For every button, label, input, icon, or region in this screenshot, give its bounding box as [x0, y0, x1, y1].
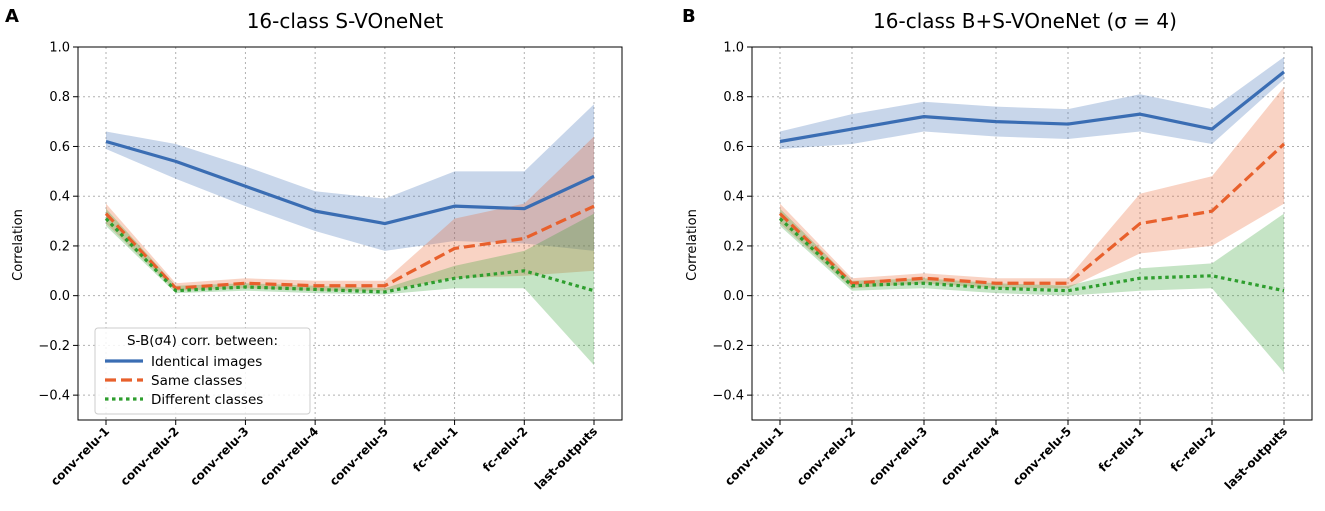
y-tick-label: −0.4 [38, 389, 70, 404]
confidence-band-same-classes [106, 136, 594, 291]
y-tick-label: 0.8 [49, 90, 70, 105]
legend-entry: Different classes [151, 392, 263, 408]
x-tick-label: conv-relu-5 [1010, 424, 1074, 488]
confidence-band-identical-images [780, 56, 1284, 149]
y-tick-label: −0.2 [38, 339, 70, 354]
y-tick-label: 1.0 [49, 41, 70, 56]
panel-letter: A [5, 6, 19, 27]
plot-frame [751, 46, 1313, 421]
series-line-same-classes [104, 204, 595, 290]
legend-entry: Identical images [151, 354, 262, 370]
legend-box [94, 327, 311, 415]
y-tick-label: −0.4 [712, 389, 744, 404]
y-tick-label: 0.4 [723, 190, 744, 205]
series-line-identical-images [105, 139, 595, 226]
y-tick-label: 0.4 [49, 190, 70, 205]
legend-entry: Same classes [151, 373, 242, 389]
x-tick-label: last-outputs [532, 424, 600, 492]
x-tick-label: conv-relu-3 [187, 424, 251, 488]
y-tick-label: 0.6 [49, 140, 70, 155]
y-tick-label: 1.0 [723, 41, 744, 56]
confidence-band-same-classes [780, 86, 1284, 289]
y-tick-label: 0.0 [49, 289, 70, 304]
confidence-band-identical-images [106, 104, 594, 251]
x-tick-label: conv-relu-4 [938, 424, 1002, 488]
x-tick-label: conv-relu-2 [118, 424, 182, 488]
x-tick-label: conv-relu-1 [722, 424, 786, 488]
y-tick-label: 0.6 [723, 140, 744, 155]
x-tick-label: fc-relu-2 [480, 424, 530, 474]
x-tick-label: conv-relu-5 [327, 424, 391, 488]
y-tick-label: 0.2 [723, 239, 744, 254]
x-tick-label: fc-relu-2 [1168, 424, 1218, 474]
chart-title: 16-class B+S-VOneNet (σ = 4) [873, 9, 1177, 33]
x-tick-label: last-outputs [1222, 424, 1290, 492]
legend: S-B(σ4) corr. between: Identical images Sa… [94, 327, 311, 415]
chart-title: 16-class S-VOneNet [247, 9, 444, 33]
y-axis-label: Correlation [685, 209, 700, 281]
y-tick-label: −0.2 [712, 339, 744, 354]
x-tick-label: fc-relu-1 [410, 424, 460, 474]
x-tick-label: conv-relu-3 [866, 424, 930, 488]
chart-panel-a: A 16-class S-VOneNet 1.0 0.8 0.6 0.4 0.2 0.0 −0.… [5, 6, 623, 493]
x-tick-label: conv-relu-1 [48, 424, 112, 488]
legend-title: S-B(σ4) corr. between: [127, 333, 278, 349]
series-line-same-classes [778, 142, 1286, 285]
plot-frame [77, 46, 623, 421]
x-tick-label: conv-relu-2 [794, 424, 858, 488]
x-tick-label: fc-relu-1 [1096, 424, 1146, 474]
series-line-different-classes [104, 217, 595, 294]
panel-letter: B [682, 6, 696, 27]
y-axis-label: Correlation [11, 209, 26, 281]
confidence-band-different-classes [780, 208, 1284, 373]
series-line-identical-images [779, 70, 1285, 144]
y-tick-label: 0.8 [723, 90, 744, 105]
y-tick-label: 0.0 [723, 289, 744, 304]
x-tick-label: conv-relu-4 [257, 424, 321, 488]
y-tick-label: 0.2 [49, 239, 70, 254]
chart-panel-b: B 16-class B+S-VOneNet (σ = 4) 1.0 0.8 0.6 0.… [682, 6, 1313, 493]
